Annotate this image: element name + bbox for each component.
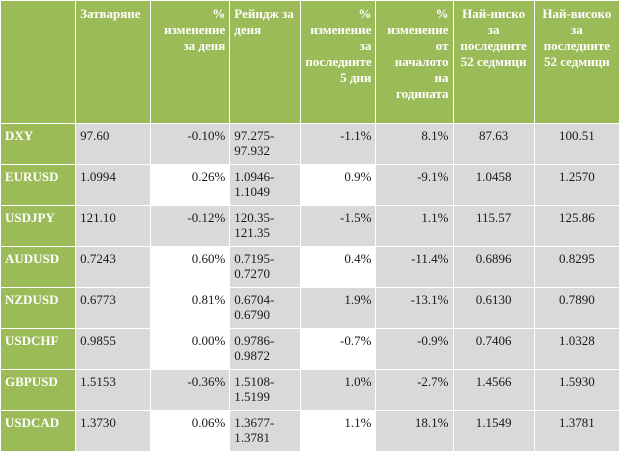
low-52w-cell: 87.63 bbox=[452, 123, 535, 165]
high-52w-cell: 0.8295 bbox=[533, 246, 620, 288]
change-5d-cell: 1.0% bbox=[300, 369, 377, 411]
low-52w-cell: 0.6896 bbox=[452, 246, 535, 288]
change-5d-cell: 1.9% bbox=[300, 287, 377, 329]
day-range-low: 0.7195- bbox=[234, 251, 275, 266]
pair-label: AUDUSD bbox=[0, 246, 77, 288]
header-change-5d: % изменение за последните 5 дни bbox=[300, 0, 377, 124]
day-range-cell: 120.35- 121.35 bbox=[229, 205, 302, 247]
high-52w-cell: 1.3781 bbox=[533, 410, 620, 452]
day-range-cell: 0.6704- 0.6790 bbox=[229, 287, 302, 329]
day-range-high: 1.1049 bbox=[234, 184, 271, 199]
pair-label: DXY bbox=[0, 123, 77, 165]
change-5d-cell: 1.1% bbox=[300, 410, 377, 452]
day-range-cell: 0.9786- 0.9872 bbox=[229, 328, 302, 370]
day-change-cell: -0.12% bbox=[150, 205, 231, 247]
table-row: USDCHF 0.9855 0.00% 0.9786- 0.9872 -0.7%… bbox=[0, 328, 620, 370]
change-5d-cell: -1.1% bbox=[300, 123, 377, 165]
pair-label: GBPUSD bbox=[0, 369, 77, 411]
day-change-cell: 0.60% bbox=[150, 246, 231, 288]
day-change-cell: -0.10% bbox=[150, 123, 231, 165]
close-cell: 1.0994 bbox=[75, 164, 152, 206]
day-range-low: 0.6704- bbox=[234, 292, 275, 307]
header-52w-low: Най-ниско за последните 52 седмици bbox=[452, 0, 535, 124]
header-pair bbox=[0, 0, 77, 124]
close-cell: 0.6773 bbox=[75, 287, 152, 329]
table-row: GBPUSD 1.5153 -0.36% 1.5108- 1.5199 1.0%… bbox=[0, 369, 620, 411]
pair-label: NZDUSD bbox=[0, 287, 77, 329]
table-row: AUDUSD 0.7243 0.60% 0.7195- 0.7270 0.4% … bbox=[0, 246, 620, 288]
ytd-change-cell: -0.9% bbox=[375, 328, 454, 370]
close-cell: 121.10 bbox=[75, 205, 152, 247]
table-row: EURUSD 1.0994 0.26% 1.0946- 1.1049 0.9% … bbox=[0, 164, 620, 206]
high-52w-cell: 100.51 bbox=[533, 123, 620, 165]
day-range-cell: 97.275- 97.932 bbox=[229, 123, 302, 165]
change-5d-cell: -1.5% bbox=[300, 205, 377, 247]
high-52w-cell: 125.86 bbox=[533, 205, 620, 247]
header-52w-high: Най-високо за последните 52 седмици bbox=[533, 0, 620, 124]
day-range-high: 0.6790 bbox=[234, 307, 271, 322]
day-range-cell: 1.0946- 1.1049 bbox=[229, 164, 302, 206]
day-range-high: 1.5199 bbox=[234, 389, 271, 404]
change-5d-cell: 0.9% bbox=[300, 164, 377, 206]
change-5d-cell: -0.7% bbox=[300, 328, 377, 370]
close-cell: 0.7243 bbox=[75, 246, 152, 288]
table-row: USDCAD 1.3730 0.06% 1.3677- 1.3781 1.1% … bbox=[0, 410, 620, 452]
high-52w-cell: 1.0328 bbox=[533, 328, 620, 370]
table-row: DXY 97.60 -0.10% 97.275- 97.932 -1.1% 8.… bbox=[0, 123, 620, 165]
ytd-change-cell: 18.1% bbox=[375, 410, 454, 452]
header-ytd-change: % изменение от началото на годината bbox=[375, 0, 454, 124]
day-range-low: 1.0946- bbox=[234, 169, 275, 184]
high-52w-cell: 0.7890 bbox=[533, 287, 620, 329]
day-range-low: 0.9786- bbox=[234, 333, 275, 348]
close-cell: 97.60 bbox=[75, 123, 152, 165]
pair-label: USDCAD bbox=[0, 410, 77, 452]
day-range-low: 1.3677- bbox=[234, 415, 275, 430]
low-52w-cell: 1.4566 bbox=[452, 369, 535, 411]
change-5d-cell: 0.4% bbox=[300, 246, 377, 288]
pair-label: USDCHF bbox=[0, 328, 77, 370]
ytd-change-cell: -13.1% bbox=[375, 287, 454, 329]
day-change-cell: 0.26% bbox=[150, 164, 231, 206]
table-row: USDJPY 121.10 -0.12% 120.35- 121.35 -1.5… bbox=[0, 205, 620, 247]
close-cell: 0.9855 bbox=[75, 328, 152, 370]
low-52w-cell: 1.1549 bbox=[452, 410, 535, 452]
header-day-change: % изменение за деня bbox=[150, 0, 231, 124]
day-range-cell: 1.5108- 1.5199 bbox=[229, 369, 302, 411]
table-row: NZDUSD 0.6773 0.81% 0.6704- 0.6790 1.9% … bbox=[0, 287, 620, 329]
ytd-change-cell: 1.1% bbox=[375, 205, 454, 247]
ytd-change-cell: -11.4% bbox=[375, 246, 454, 288]
day-change-cell: -0.36% bbox=[150, 369, 231, 411]
ytd-change-cell: -2.7% bbox=[375, 369, 454, 411]
day-range-cell: 1.3677- 1.3781 bbox=[229, 410, 302, 452]
day-range-high: 0.9872 bbox=[234, 348, 271, 363]
low-52w-cell: 115.57 bbox=[452, 205, 535, 247]
pair-label: USDJPY bbox=[0, 205, 77, 247]
day-range-low: 120.35- bbox=[234, 210, 275, 225]
high-52w-cell: 1.5930 bbox=[533, 369, 620, 411]
day-range-high: 97.932 bbox=[234, 143, 271, 158]
day-change-cell: 0.00% bbox=[150, 328, 231, 370]
ytd-change-cell: 8.1% bbox=[375, 123, 454, 165]
day-range-high: 121.35 bbox=[234, 225, 271, 240]
day-range-cell: 0.7195- 0.7270 bbox=[229, 246, 302, 288]
close-cell: 1.3730 bbox=[75, 410, 152, 452]
day-change-cell: 0.81% bbox=[150, 287, 231, 329]
ytd-change-cell: -9.1% bbox=[375, 164, 454, 206]
low-52w-cell: 0.7406 bbox=[452, 328, 535, 370]
pair-label: EURUSD bbox=[0, 164, 77, 206]
day-range-high: 0.7270 bbox=[234, 266, 271, 281]
high-52w-cell: 1.2570 bbox=[533, 164, 620, 206]
day-range-low: 1.5108- bbox=[234, 374, 275, 389]
header-day-range: Рейндж за деня bbox=[229, 0, 302, 124]
header-close: Затваряне bbox=[75, 0, 152, 124]
day-range-high: 1.3781 bbox=[234, 430, 271, 445]
low-52w-cell: 0.6130 bbox=[452, 287, 535, 329]
header-row: Затваряне % изменение за деня Рейндж за … bbox=[0, 0, 620, 124]
day-range-low: 97.275- bbox=[234, 128, 275, 143]
low-52w-cell: 1.0458 bbox=[452, 164, 535, 206]
day-change-cell: 0.06% bbox=[150, 410, 231, 452]
close-cell: 1.5153 bbox=[75, 369, 152, 411]
